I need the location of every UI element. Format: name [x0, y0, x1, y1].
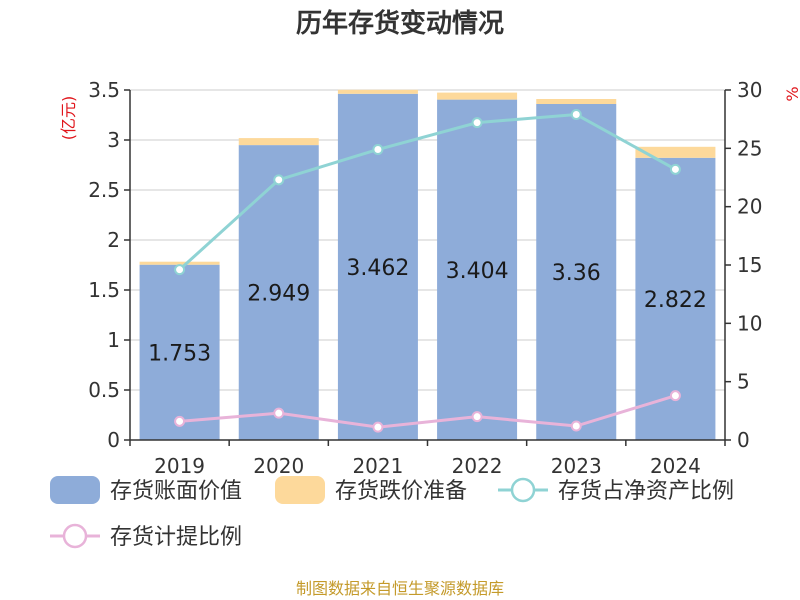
- line-inventory-to-net-assets: [178, 112, 677, 271]
- legend-label: 存货账面价值: [110, 479, 242, 504]
- x-tick-label: 2022: [452, 454, 503, 478]
- legend-label: 存货计提比例: [110, 525, 242, 550]
- right-tick-label: 10: [737, 311, 762, 335]
- point-provision-ratio: [372, 421, 384, 433]
- left-axis-unit: (亿元): [59, 96, 78, 141]
- bar-value-label: 2.822: [644, 288, 707, 313]
- x-tick-label: 2020: [253, 454, 304, 478]
- bar-value-label: 2.949: [247, 282, 310, 307]
- left-tick-label: 2.5: [88, 178, 120, 202]
- right-axis-unit: %: [783, 86, 800, 101]
- x-tick-label: 2021: [352, 454, 403, 478]
- left-tick-label: 0: [107, 428, 120, 452]
- bar-value-label: 3.404: [446, 259, 509, 284]
- point-inventory-to-net-assets: [372, 144, 384, 155]
- x-tick-label: 2019: [154, 454, 205, 478]
- bar-value-labels: 1.753 2.949 3.462 3.404 3.36 2.822: [148, 256, 707, 366]
- point-provision-ratio: [669, 390, 681, 402]
- point-inventory-to-net-assets: [273, 174, 285, 186]
- legend-provision-ratio: 存货计提比例: [50, 523, 242, 550]
- left-tick-label: 1.5: [88, 278, 120, 302]
- bar-provision: [635, 146, 716, 158]
- left-tick-label: 3: [107, 128, 120, 152]
- legend-book-value: 存货账面价值: [50, 476, 242, 504]
- right-tick-label: 25: [737, 136, 762, 160]
- source-note: 制图数据来自恒生聚源数据库: [296, 579, 504, 598]
- legend-label: 存货跌价准备: [335, 479, 467, 504]
- legend-swatch-marker: [62, 523, 88, 549]
- axes: 0 0.5 1 1.5 2 2.5 3 3.5 0 5 10 15 20 25 30 2019 2020 2021…: [88, 78, 762, 478]
- x-tick-label: 2023: [551, 454, 602, 478]
- right-tick-label: 5: [737, 370, 750, 394]
- bar-book-value: [238, 145, 319, 440]
- bar-value-label: 3.36: [552, 261, 601, 286]
- right-tick-label: 20: [737, 195, 762, 219]
- right-tick-label: 0: [737, 428, 750, 452]
- bar-value-label: 3.462: [346, 256, 409, 281]
- bar-provision: [437, 92, 518, 100]
- x-tick-label: 2024: [650, 454, 701, 478]
- left-tick-label: 3.5: [88, 78, 120, 102]
- bars: [139, 89, 716, 441]
- bar-book-value: [536, 104, 617, 440]
- grid: [130, 89, 725, 391]
- right-tick-label: 15: [737, 253, 762, 277]
- chart-title: 历年存货变动情况: [296, 8, 504, 39]
- right-tick-label: 30: [737, 78, 762, 102]
- legend-label: 存货占净资产比例: [558, 479, 734, 504]
- legend-inventory-to-net-assets: 存货占净资产比例: [498, 477, 734, 504]
- bar-provision: [139, 261, 220, 265]
- left-tick-label: 1: [107, 328, 120, 352]
- point-provision-ratio: [570, 420, 582, 432]
- point-provision-ratio: [174, 415, 186, 427]
- left-tick-label: 0.5: [88, 378, 120, 402]
- point-inventory-to-net-assets: [471, 117, 483, 129]
- bar-value-label: 1.753: [148, 341, 211, 366]
- line-provision-ratio: [179, 394, 676, 429]
- point-provision-ratio: [273, 407, 285, 419]
- point-inventory-to-net-assets: [174, 264, 186, 276]
- point-inventory-to-net-assets: [669, 163, 681, 175]
- left-tick-label: 2: [107, 228, 120, 252]
- legend-swatch: [50, 476, 100, 504]
- bar-provision: [536, 99, 617, 104]
- lines: [174, 109, 681, 433]
- legend-swatch-marker: [510, 477, 536, 503]
- bar-provision: [238, 138, 319, 146]
- bar-book-value: [437, 99, 518, 440]
- bar-book-value: [139, 264, 220, 440]
- legend-provision: 存货跌价准备: [275, 476, 467, 504]
- bar-provision: [337, 89, 418, 94]
- point-provision-ratio: [471, 411, 483, 423]
- legend-swatch: [275, 476, 325, 504]
- point-inventory-to-net-assets: [570, 109, 582, 120]
